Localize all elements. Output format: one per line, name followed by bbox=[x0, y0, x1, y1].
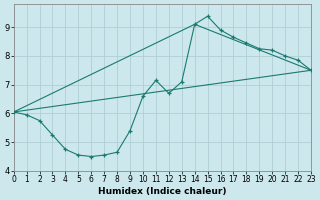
X-axis label: Humidex (Indice chaleur): Humidex (Indice chaleur) bbox=[98, 187, 227, 196]
